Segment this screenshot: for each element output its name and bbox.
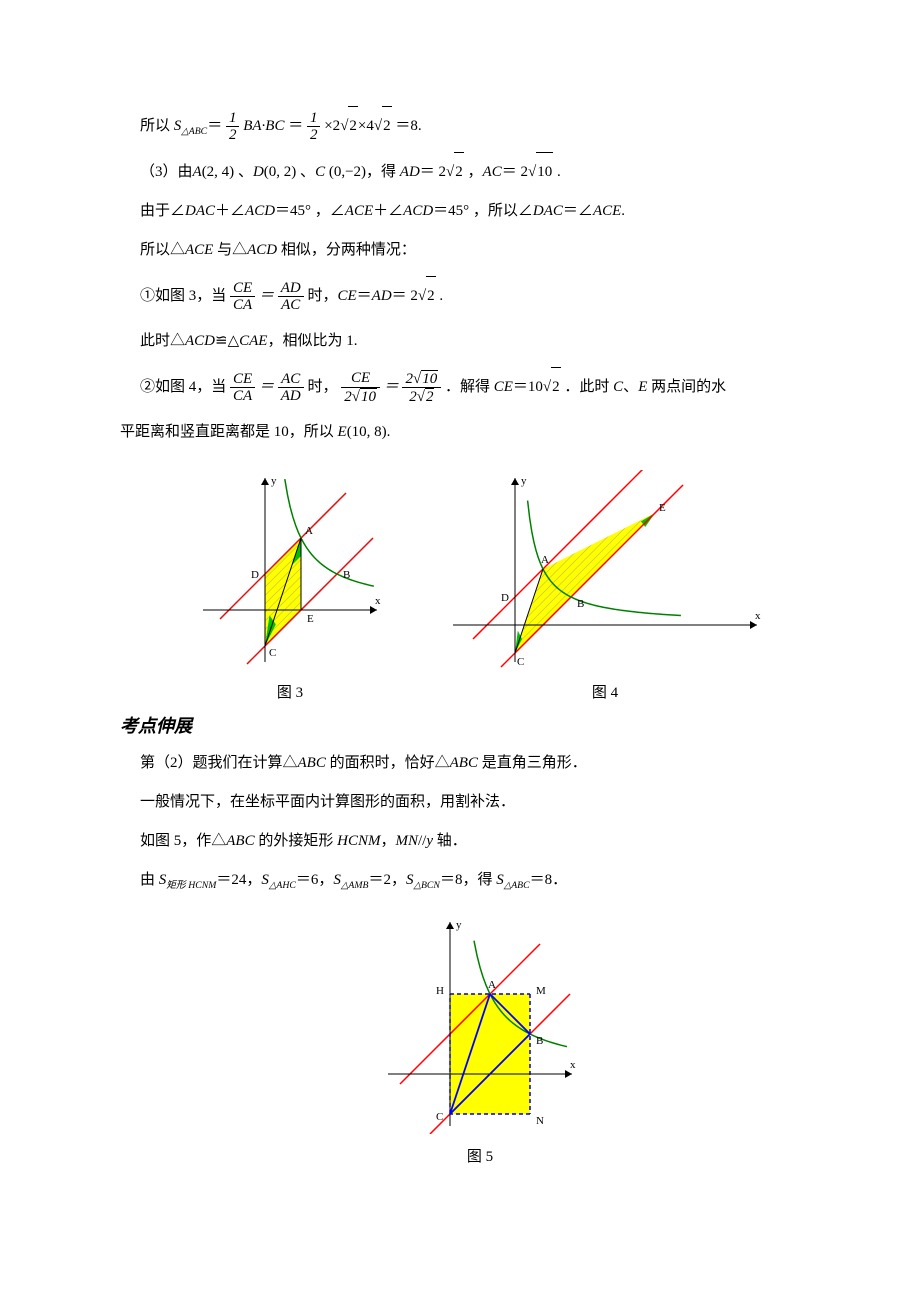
svg-text:A: A (488, 979, 496, 991)
figure-5-caption: 图 5 (140, 1145, 820, 1166)
figure-5: x y A B C H M N (380, 914, 580, 1134)
figure-4-caption: 图 4 (445, 681, 765, 702)
svg-text:A: A (305, 525, 313, 537)
svg-text:C: C (517, 656, 524, 668)
line-case1: ①如图 3，当 CECA ＝ ADAC 时，CE＝AD＝ 22 . (140, 276, 820, 316)
ext-line-3: 如图 5，作△ABC 的外接矩形 HCNM，MN//y 轴． (140, 822, 820, 861)
ext-line-1: 第（2）题我们在计算△ABC 的面积时，恰好△ABC 是直角三角形． (140, 744, 820, 783)
figures-3-4-row: x y A B C D E 图 3 x y A B C D E 图 4 (140, 470, 820, 702)
line-similar: 所以△ACE 与△ACD 相似，分两种情况： (140, 231, 820, 270)
svg-text:x: x (375, 595, 381, 607)
svg-text:N: N (536, 1115, 544, 1127)
svg-text:x: x (570, 1059, 576, 1071)
svg-text:y: y (521, 475, 527, 487)
line-congruent: 此时△ACD≌△CAE，相似比为 1. (140, 322, 820, 361)
svg-text:C: C (269, 647, 276, 659)
svg-text:E: E (659, 502, 666, 514)
svg-text:B: B (343, 569, 350, 581)
svg-text:y: y (456, 919, 462, 931)
line-angles: 由于∠DAC＋∠ACD＝45° ，∠ACE＋∠ACD＝45° ，所以∠DAC＝∠… (140, 192, 820, 231)
figure-5-wrap: x y A B C H M N 图 5 (140, 914, 820, 1166)
svg-text:D: D (251, 569, 259, 581)
figure-3: x y A B C D E (195, 470, 385, 670)
svg-text:A: A (541, 554, 549, 566)
figure-4: x y A B C D E (445, 470, 765, 670)
svg-text:E: E (307, 613, 314, 625)
svg-text:M: M (536, 985, 546, 997)
line-case2: ②如图 4，当 CECA ＝ ACAD 时， CE210 ＝ 21022 ．解得… (140, 367, 820, 407)
line-distance: 平距离和竖直距离都是 10，所以 E(10, 8). (120, 413, 820, 452)
svg-text:x: x (755, 610, 761, 622)
figure-3-caption: 图 3 (195, 681, 385, 702)
ext-line-2: 一般情况下，在坐标平面内计算图形的面积，用割补法． (140, 783, 820, 822)
line-part3: （3）由A(2, 4) 、D(0, 2) 、C (0,−2)，得 AD＝ 22 … (140, 152, 820, 192)
svg-text:B: B (536, 1035, 543, 1047)
svg-text:C: C (436, 1111, 443, 1123)
ext-line-4: 由 S矩形 HCNM＝24，S△AHC＝6，S△AMB＝2，S△BCN＝8，得 … (140, 861, 820, 900)
heading-extension: 考点伸展 (120, 712, 820, 738)
line-s-abc: 所以 S△ABC＝ 12 BA·BC ＝ 12 ×22×42 ＝8. (140, 106, 820, 146)
svg-text:y: y (271, 475, 277, 487)
svg-text:B: B (577, 598, 584, 610)
svg-text:D: D (501, 592, 509, 604)
svg-text:H: H (436, 985, 444, 997)
